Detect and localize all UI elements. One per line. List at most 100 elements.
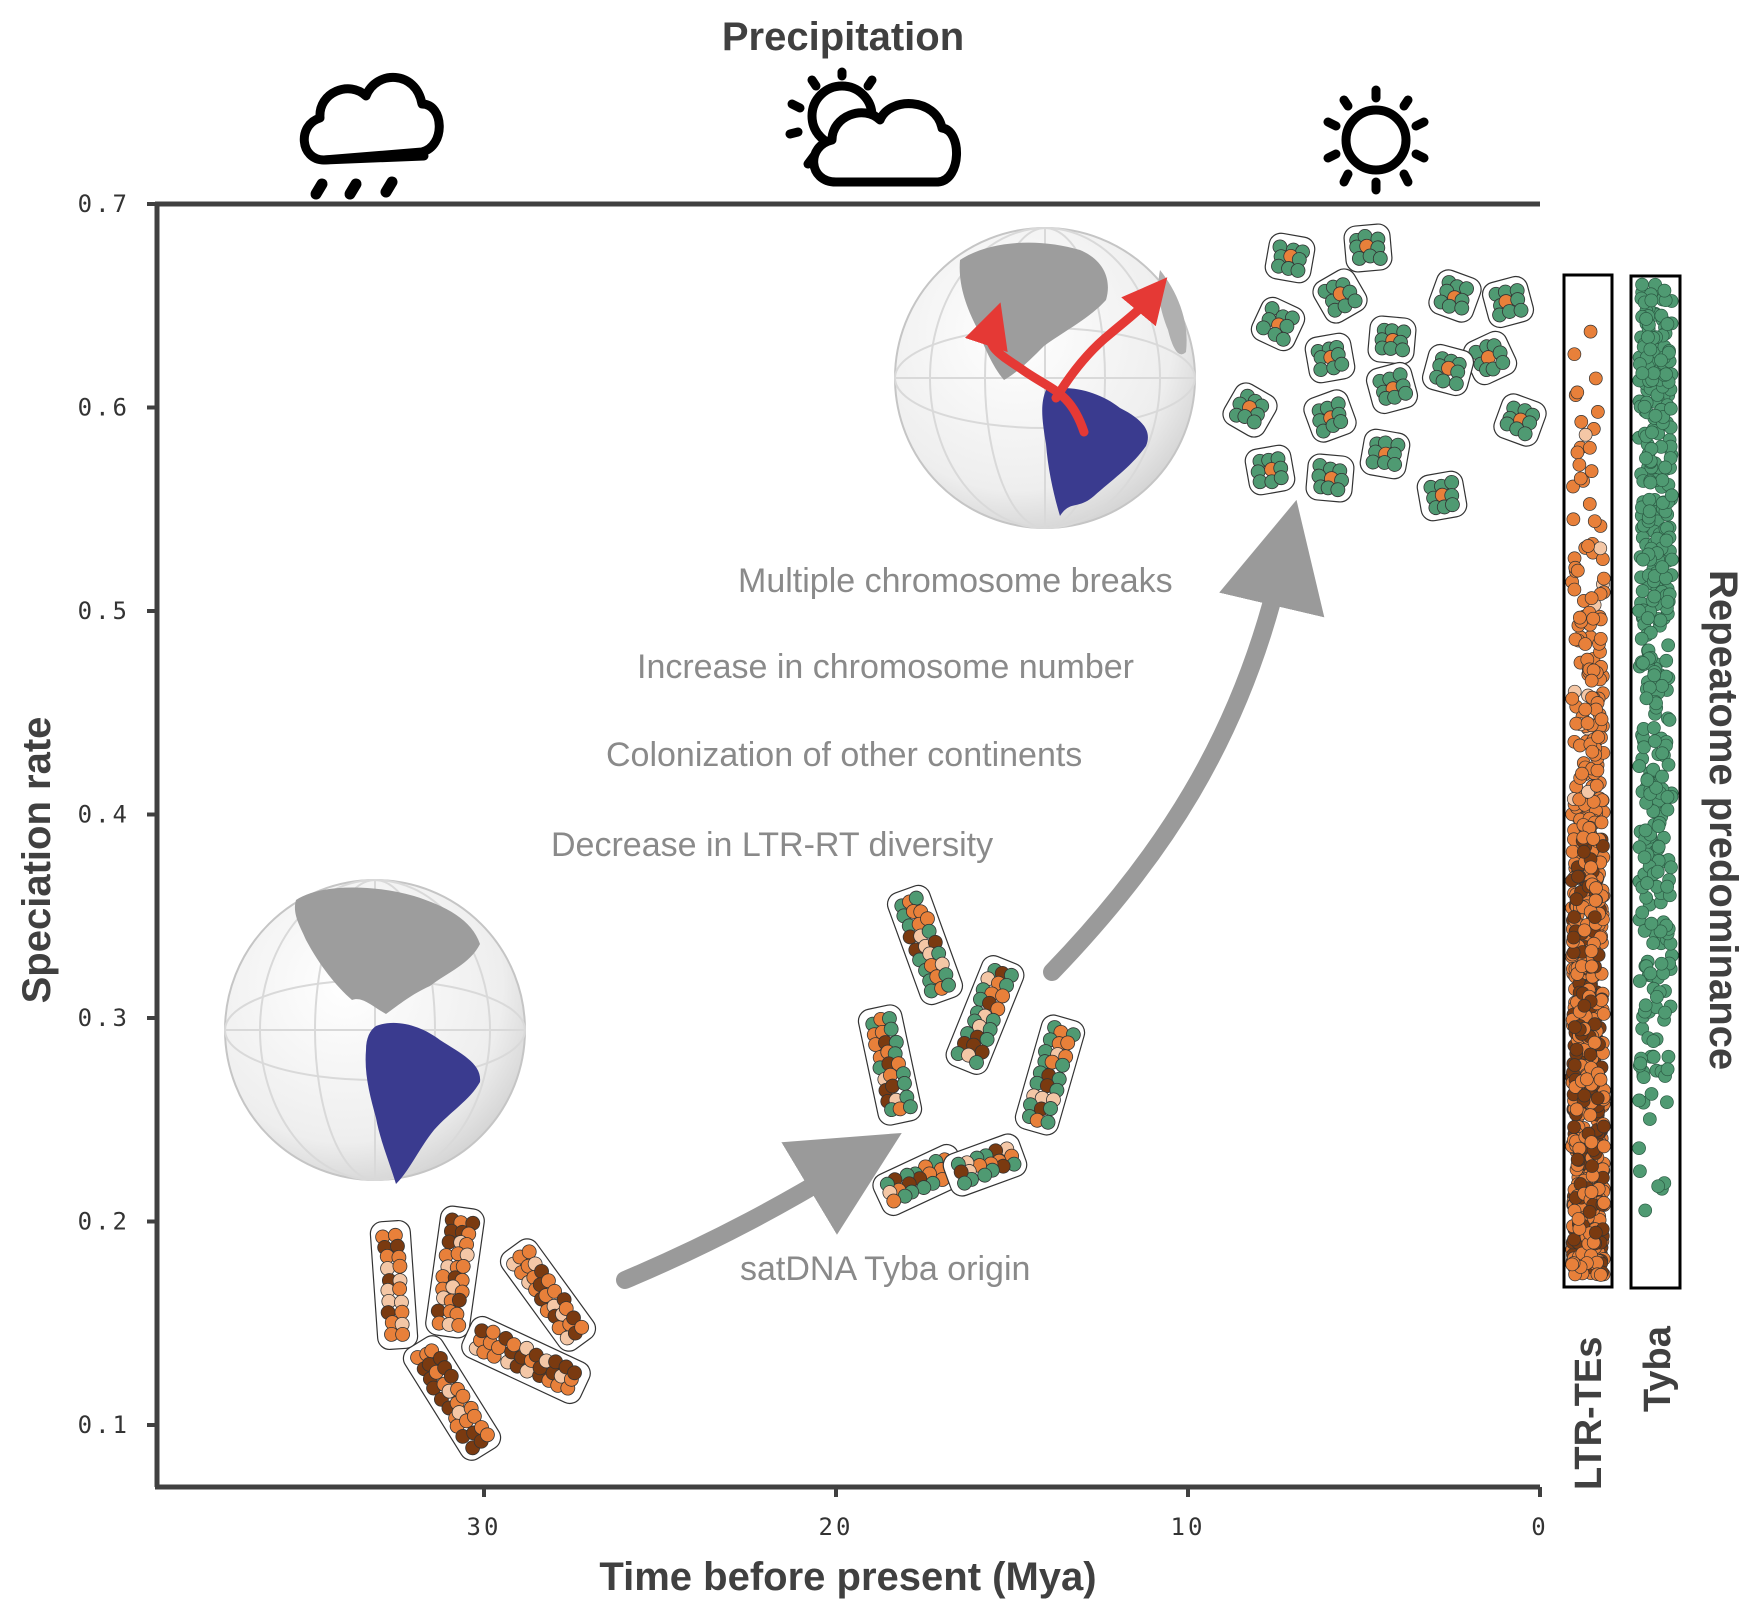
ltr-dot (1582, 1205, 1597, 1219)
ltr-dot (1565, 691, 1580, 706)
ltr-dot (1584, 591, 1599, 606)
tyba-dot (1635, 584, 1650, 598)
tyba-dot (1655, 769, 1669, 784)
repeat-dot (392, 1258, 408, 1274)
tyba-dot (1660, 1062, 1675, 1077)
tyba-dot (1650, 989, 1664, 1004)
repeat-dot (1330, 482, 1346, 498)
y-tick-label: 0.7 (78, 190, 130, 218)
ltr-tes-dots (1565, 324, 1611, 1282)
repeat-dot (480, 1427, 495, 1443)
tyba-dot (1651, 1179, 1666, 1194)
sun-behind-cloud-icon (785, 67, 961, 187)
ltr-dot (1570, 445, 1585, 460)
ltr-dot (1589, 778, 1604, 793)
chromosome (1343, 223, 1393, 273)
chromosome (1421, 343, 1475, 397)
chromosome (942, 1133, 1028, 1197)
y-tick-label: 0.6 (78, 394, 130, 422)
ltr-dot (1596, 1195, 1611, 1210)
chromosome (1462, 330, 1518, 386)
trend-arrow-early (616, 1132, 902, 1289)
tyba-dot (1632, 974, 1647, 988)
repeat-dot (567, 1365, 582, 1381)
tyba-dot (1638, 823, 1653, 838)
y-tick-label: 0.4 (78, 801, 130, 829)
ltr-dot (1596, 1119, 1611, 1134)
chromosome (1014, 1014, 1086, 1136)
tyba-dot (1647, 589, 1662, 604)
chromosome (1312, 268, 1368, 324)
tyba-dot (1637, 740, 1651, 755)
ltr-dot (1583, 324, 1598, 339)
tyba-dot (1647, 668, 1662, 683)
repeatome-title: Repeatome predominance (1701, 570, 1745, 1070)
repeat-dot (1273, 470, 1289, 486)
ltr-dot (1593, 541, 1608, 556)
sun-icon (1323, 85, 1429, 195)
repeat-dot (443, 1368, 459, 1384)
ltr-dot (1584, 1185, 1599, 1199)
chromosome (945, 955, 1025, 1075)
tyba-dot (1632, 759, 1647, 773)
tyba-dot (1634, 631, 1649, 646)
tyba-dot (1660, 879, 1675, 894)
y-tick-label: 0.3 (78, 1004, 130, 1032)
precipitation-title: Precipitation (722, 15, 964, 59)
tyba-dot (1660, 790, 1675, 804)
chromosome (1493, 393, 1547, 447)
repeat-dot (1246, 414, 1262, 430)
repeat-dot (957, 1175, 972, 1191)
axes-frame (154, 201, 1540, 1490)
annotation-colonization: Colonization of other continents (606, 736, 1082, 774)
ltr-dot (1577, 998, 1592, 1013)
repeat-dot (1372, 251, 1388, 266)
tyba-dot (1644, 916, 1659, 931)
ltr-dot (1589, 881, 1603, 895)
chromosome (1304, 332, 1356, 384)
chromosome (1359, 428, 1411, 480)
trend-arrow-late (1043, 499, 1325, 981)
tyba-dot (1637, 850, 1652, 865)
ltr-dot (1586, 832, 1601, 846)
tyba-dot (1657, 283, 1672, 298)
tyba-dot (1655, 496, 1670, 510)
ltr-dot (1566, 512, 1581, 527)
repeat-dot (1454, 300, 1470, 316)
tyba-dot (1637, 399, 1652, 414)
x-axis-title: Time before present (Mya) (599, 1555, 1096, 1599)
repeat-dot (1398, 385, 1413, 401)
x-tick-label: 0 (1531, 1513, 1548, 1541)
tyba-dot (1664, 860, 1678, 875)
tyba-dot (1655, 473, 1670, 487)
ltr-dot (1594, 712, 1609, 727)
ltr-dot (1588, 1225, 1603, 1240)
ltr-dot (1566, 930, 1581, 945)
tyba-dot (1651, 839, 1666, 854)
ltr-dot (1567, 1020, 1582, 1034)
ltr-dot (1567, 347, 1582, 362)
ltr-dot (1578, 637, 1593, 651)
ltr-dot (1577, 923, 1592, 938)
tyba-dot (1633, 1164, 1647, 1179)
tyba-dot (1638, 1203, 1653, 1218)
repeat-dot (1395, 342, 1410, 358)
tyba-dot (1645, 425, 1659, 440)
ltr-dot (1567, 1120, 1581, 1134)
chromosome (857, 1004, 923, 1126)
chromosome (1303, 389, 1357, 443)
tyba-dot (1639, 691, 1654, 706)
chromosome (402, 1335, 502, 1461)
repeat-dot (1347, 293, 1363, 309)
tyba-dot (1632, 1141, 1646, 1156)
chromosome (1481, 275, 1535, 329)
annotation-ltr-diversity: Decrease in LTR-RT diversity (551, 826, 993, 864)
globe-dispersal-icon (894, 227, 1196, 529)
repeat-dot (1040, 1114, 1056, 1130)
x-tick-label: 30 (467, 1513, 502, 1541)
repeat-dot (1334, 356, 1350, 372)
ltr-dot (1590, 763, 1605, 778)
repeat-dot (1448, 376, 1464, 392)
ltr-dot (1594, 815, 1609, 830)
